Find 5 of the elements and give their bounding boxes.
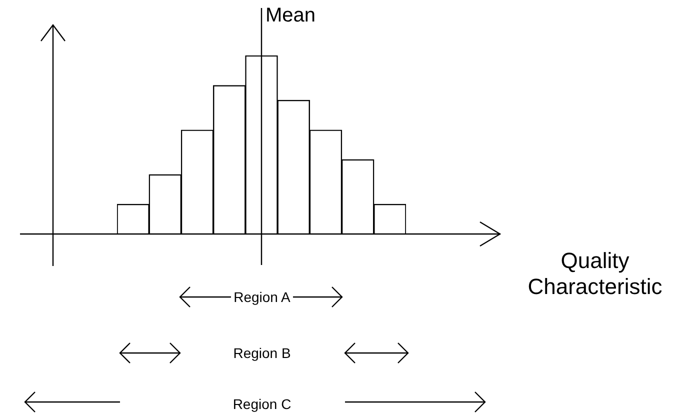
text: Region C — [230, 396, 294, 412]
text: Region B — [230, 345, 294, 361]
text: Mean — [266, 4, 316, 27]
text: Quality Characteristic — [526, 248, 664, 300]
text: Region A — [230, 289, 294, 305]
